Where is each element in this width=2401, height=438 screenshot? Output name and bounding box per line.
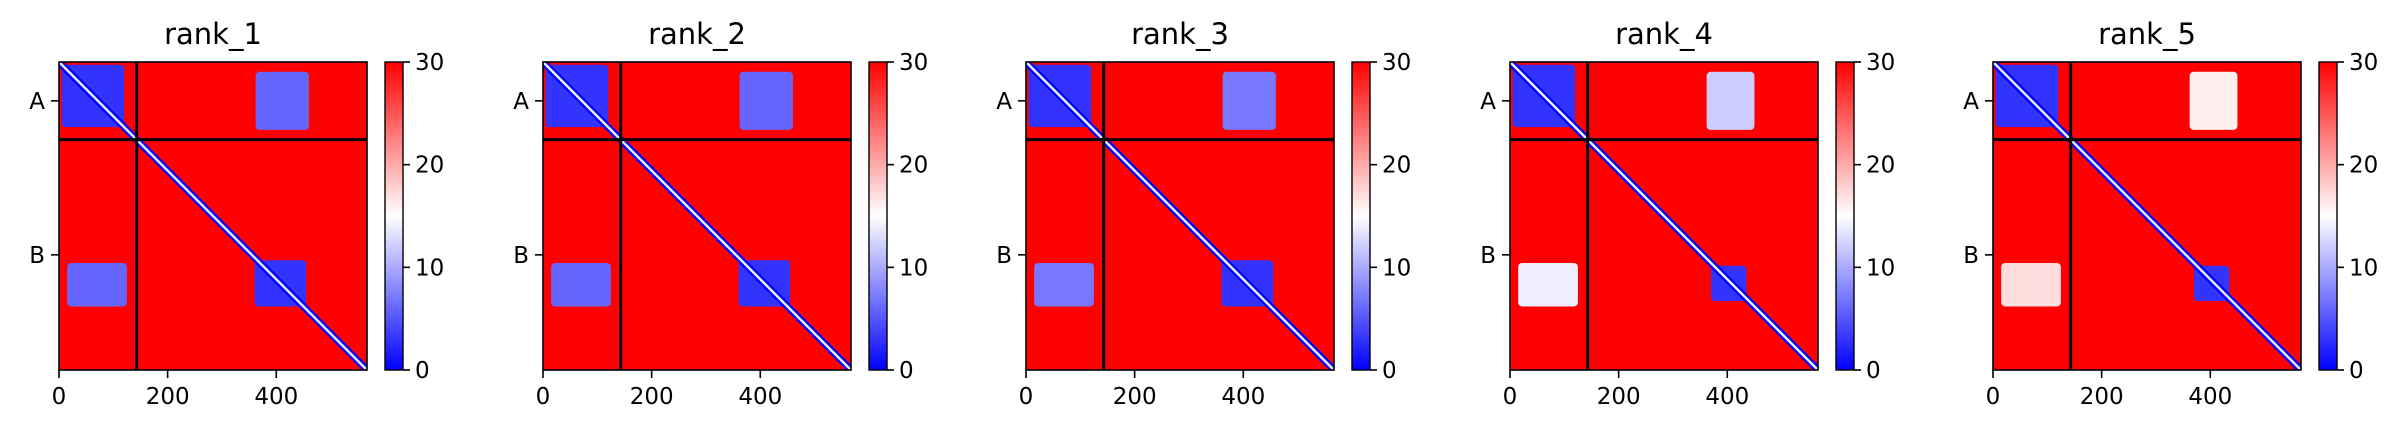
diagonal-core	[1510, 62, 1818, 370]
colorbar-tick-label: 20	[899, 153, 928, 179]
low-error-block	[255, 71, 309, 130]
panel-title: rank_1	[164, 17, 262, 51]
colorbar-tick-label: 20	[415, 153, 444, 179]
heatmap-frame	[1025, 61, 1335, 371]
heatmap-frame	[542, 61, 852, 371]
x-tick-label: 400	[2188, 384, 2232, 410]
low-error-block	[1034, 262, 1094, 307]
low-error-block	[739, 71, 793, 130]
panel-3: rank_3 0 200 400 A B 0 10 20 30	[996, 17, 1411, 410]
colorbar-tick-label: 30	[1866, 50, 1895, 76]
x-tick-label: 200	[146, 384, 190, 410]
y-tick-label: B	[1963, 243, 1979, 269]
colorbar-tick-label: 10	[2349, 255, 2378, 281]
colorbar-tick-label: 0	[415, 358, 430, 384]
diagonal-core	[543, 62, 851, 370]
panel-title: rank_5	[2098, 17, 2196, 51]
colorbar-tick-label: 10	[1866, 255, 1895, 281]
heatmap-area	[1026, 62, 1334, 370]
heatmap-frame	[58, 61, 368, 371]
heatmap-frame	[1509, 61, 1819, 371]
diagonal-core	[59, 62, 367, 370]
low-error-block	[1706, 71, 1755, 130]
colorbar-tick-label: 30	[899, 50, 928, 76]
x-tick-label: 0	[536, 384, 551, 410]
colorbar-tick-label: 30	[1382, 50, 1411, 76]
x-tick-label: 0	[1986, 384, 2001, 410]
colorbar-tick-label: 0	[1382, 358, 1397, 384]
panel-1: rank_1 0 200 400 A B 0 10 20 30	[29, 17, 444, 410]
colorbar-tick-label: 0	[899, 358, 914, 384]
x-tick-label: 0	[1503, 384, 1518, 410]
panel-title: rank_4	[1615, 17, 1713, 51]
diagonal-core	[1993, 62, 2301, 370]
heatmap-area	[1510, 62, 1818, 370]
x-tick-label: 0	[1019, 384, 1034, 410]
low-error-block	[2189, 71, 2238, 130]
y-tick-label: A	[1480, 89, 1496, 115]
colorbar-tick-label: 20	[2349, 153, 2378, 179]
colorbar	[384, 61, 404, 371]
y-tick-label: A	[996, 89, 1012, 115]
colorbar-tick-label: 20	[1866, 153, 1895, 179]
colorbar-tick-label: 10	[899, 255, 928, 281]
colorbar	[868, 61, 888, 371]
colorbar	[1835, 61, 1855, 371]
y-tick-label: B	[513, 243, 529, 269]
y-tick-label: A	[29, 89, 45, 115]
panel-title: rank_2	[648, 17, 746, 51]
y-tick-label: A	[513, 89, 529, 115]
colorbar-tick-label: 20	[1382, 153, 1411, 179]
x-tick-label: 200	[630, 384, 674, 410]
low-error-block	[1222, 71, 1276, 130]
low-error-block	[2001, 262, 2061, 307]
x-tick-label: 400	[1221, 384, 1265, 410]
panel-title: rank_3	[1131, 17, 1229, 51]
low-error-block	[1518, 262, 1578, 307]
heatmap-area	[543, 62, 851, 370]
y-tick-label: B	[996, 243, 1012, 269]
x-tick-label: 400	[738, 384, 782, 410]
colorbar-tick-label: 10	[1382, 255, 1411, 281]
colorbar	[2318, 61, 2338, 371]
colorbar-tick-label: 0	[2349, 358, 2364, 384]
panel-5: rank_5 0 200 400 A B 0 10 20 30	[1963, 17, 2378, 410]
colorbar-tick-label: 10	[415, 255, 444, 281]
panel-2: rank_2 0 200 400 A B 0 10 20 30	[513, 17, 928, 410]
colorbar-tick-label: 30	[2349, 50, 2378, 76]
heatmap-frame	[1992, 61, 2302, 371]
low-error-block	[67, 262, 127, 307]
colorbar-tick-label: 30	[415, 50, 444, 76]
y-tick-label: B	[29, 243, 45, 269]
x-tick-label: 400	[1705, 384, 1749, 410]
diagonal-core	[1026, 62, 1334, 370]
x-tick-label: 200	[1113, 384, 1157, 410]
heatmap-area	[1993, 62, 2301, 370]
x-tick-label: 0	[52, 384, 67, 410]
x-tick-label: 200	[1597, 384, 1641, 410]
panel-4: rank_4 0 200 400 A B 0 10 20 30	[1480, 17, 1895, 410]
colorbar	[1351, 61, 1371, 371]
x-tick-label: 400	[254, 384, 298, 410]
heatmap-area	[59, 62, 367, 370]
low-error-block	[551, 262, 611, 307]
y-tick-label: B	[1480, 243, 1496, 269]
x-tick-label: 200	[2080, 384, 2124, 410]
y-tick-label: A	[1963, 89, 1979, 115]
colorbar-tick-label: 0	[1866, 358, 1881, 384]
